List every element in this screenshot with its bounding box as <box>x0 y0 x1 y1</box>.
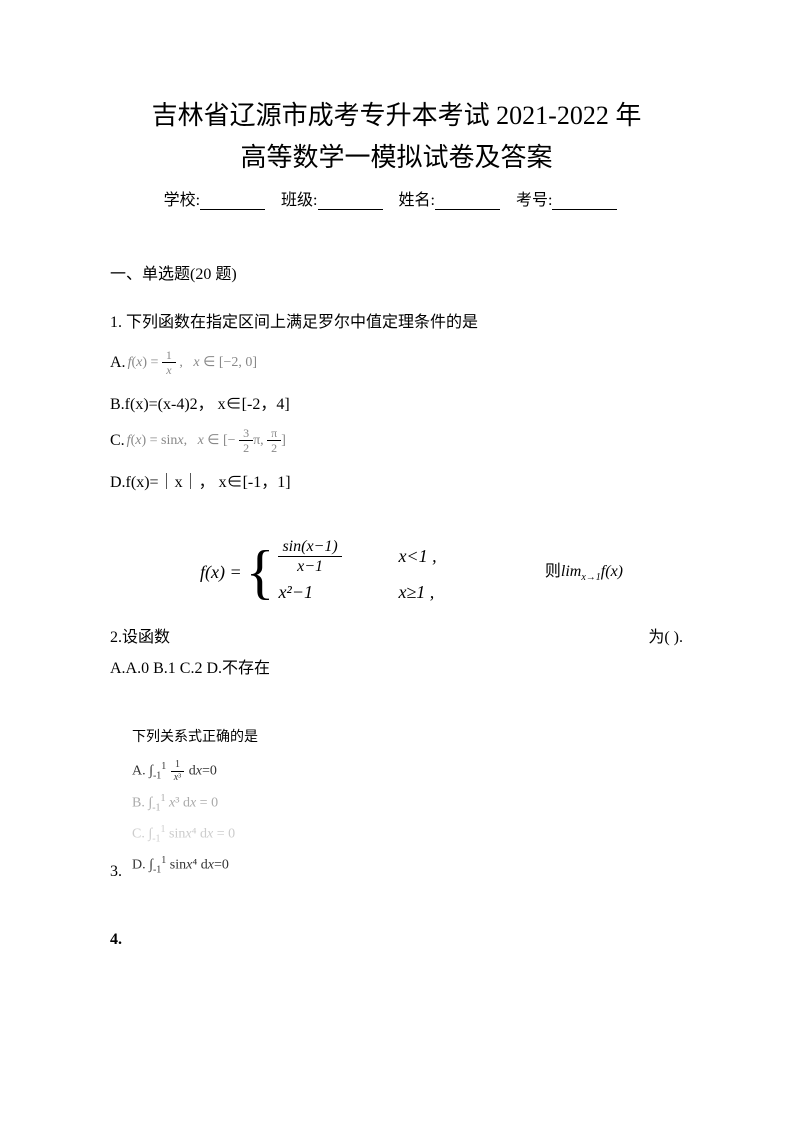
q2-piecewise: sin(x−1) x−1 x<1 , x²−1 x≥1 , <box>278 537 478 609</box>
q3-optB: B. ∫-11 x³ dx = 0 <box>132 789 683 818</box>
q2-num: sin(x−1) <box>278 537 341 557</box>
q2-cond1: x<1 , <box>398 540 478 572</box>
title-line-2: 高等数学一模拟试卷及答案 <box>240 143 552 172</box>
q1-optC-formula: f(x) = sinx, x ∈ [− 32π, π2] <box>127 426 286 456</box>
q2-lim: lim <box>561 563 581 580</box>
school-blank[interactable] <box>200 192 265 210</box>
name-label: 姓名: <box>399 186 435 210</box>
q2-inline-row: 2.设函数 为( ). <box>110 623 683 647</box>
q2-prefix: 2.设函数 <box>110 623 170 647</box>
question-1-text: 1. 下列函数在指定区间上满足罗尔中值定理条件的是 <box>110 309 683 338</box>
q2-answers: A.A.0 B.1 C.2 D.不存在 <box>110 655 683 684</box>
q2-lim-fx: f(x) <box>601 563 623 580</box>
section-header: 一、单选题(20 题) <box>110 260 683 284</box>
class-blank[interactable] <box>318 192 383 210</box>
exam-title: 吉林省辽源市成考专升本考试 2021-2022 年 高等数学一模拟试卷及答案 <box>110 95 683 178</box>
q1-optD-text: D.f(x)=｜x｜， x∈[-1，1] <box>110 468 291 492</box>
school-label: 学校: <box>164 186 200 210</box>
q2-limit-text: 则limx→1f(x) <box>545 557 623 583</box>
q1-option-b: B.f(x)=(x-4)2， x∈[-2，4] <box>110 390 683 414</box>
q2-expr2: x²−1 <box>278 576 398 608</box>
q2-suffix: 为( ). <box>648 623 683 647</box>
number-blank[interactable] <box>552 192 617 210</box>
q1-option-c: C. f(x) = sinx, x ∈ [− 32π, π2] <box>110 426 683 456</box>
q1-optA-formula: f(x) = 1x , x ∈ [−2, 0] <box>128 348 257 378</box>
q2-lim-sub: x→1 <box>581 572 600 583</box>
question-2: f(x) = { sin(x−1) x−1 x<1 , x²−1 x≥1 , 则… <box>110 537 683 609</box>
q2-fx: f(x) = <box>200 562 242 583</box>
q3-optC: C. ∫-11 sinx⁴ dx = 0 <box>132 820 683 849</box>
number-label: 考号: <box>516 186 552 210</box>
q2-then: 则 <box>545 563 561 580</box>
q2-den: x−1 <box>293 557 327 576</box>
q3-optA: A. ∫-11 1x³ dx=0 <box>132 757 683 786</box>
brace-icon: { <box>246 548 275 596</box>
question-4: 4. <box>110 931 683 949</box>
q1-option-d: D.f(x)=｜x｜， x∈[-1，1] <box>110 468 683 492</box>
title-line-1: 吉林省辽源市成考专升本考试 2021-2022 年 <box>152 101 642 130</box>
q1-optA-prefix: A. <box>110 354 126 372</box>
student-info-line: 学校: 班级: 姓名: 考号: <box>110 186 683 210</box>
name-blank[interactable] <box>435 192 500 210</box>
q1-optB-text: B.f(x)=(x-4)2， x∈[-2，4] <box>110 390 290 414</box>
class-label: 班级: <box>281 186 317 210</box>
q3-header: 下列关系式正确的是 <box>132 724 683 752</box>
q1-optC-prefix: C. <box>110 432 125 450</box>
q2-cond2: x≥1 , <box>398 576 478 608</box>
question-3-block: 下列关系式正确的是 A. ∫-11 1x³ dx=0 B. ∫-11 x³ dx… <box>110 724 683 883</box>
q3-optD: D. ∫-11 sinx⁴ dx=0 <box>132 851 229 880</box>
q1-option-a: A. f(x) = 1x , x ∈ [−2, 0] <box>110 348 683 378</box>
